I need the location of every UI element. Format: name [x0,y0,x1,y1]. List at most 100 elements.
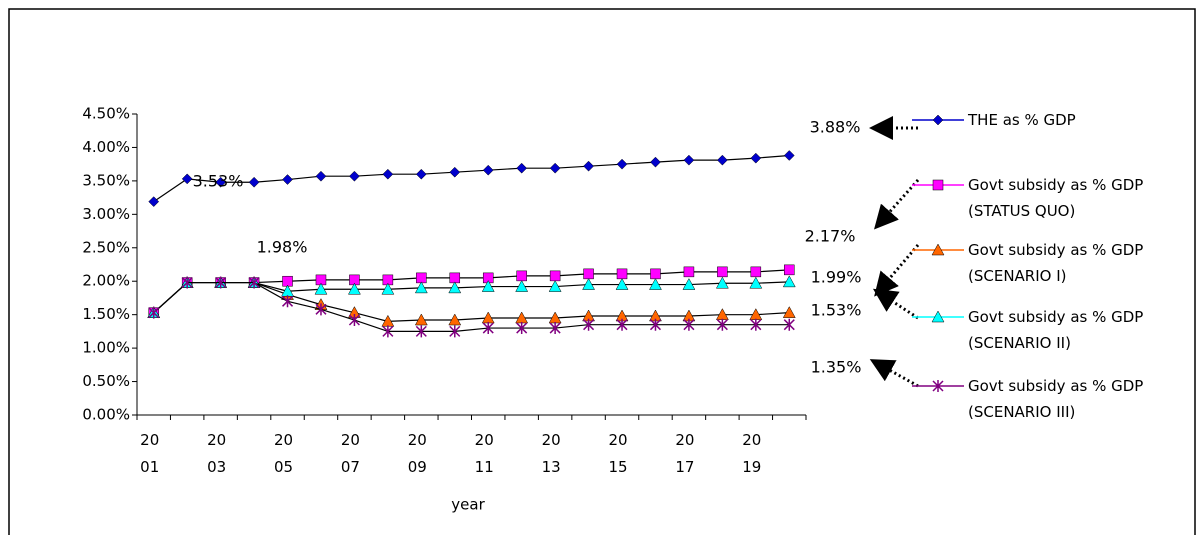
marker [683,154,695,166]
marker [281,295,294,308]
x-tick-label: 20 11 [475,431,494,476]
marker [615,278,629,290]
x-tick-label-line: 01 [140,458,159,476]
annotation: 1.35% [811,358,862,377]
legend-marker [932,380,944,392]
marker [414,313,428,326]
series-line [153,154,790,203]
marker [449,166,461,178]
marker [783,150,795,161]
x-tick-label-line: 20 [408,431,427,449]
marker [583,318,595,331]
y-tick-label: 3.00% [82,205,130,223]
x-tick-label-line: 20 [608,431,627,449]
marker [449,272,461,284]
x-tick-label: 20 17 [675,431,694,476]
arrows [869,116,920,388]
marker [717,154,728,166]
y-tick-label: 1.50% [82,305,130,323]
marker [750,152,762,164]
x-tick-label: 20 09 [408,431,427,476]
marker [415,168,427,180]
x-tick-label-line: 17 [675,458,694,476]
marker [548,280,562,292]
marker [248,276,260,289]
y-tick-label: 4.50% [82,105,130,123]
x-tick-label-line: 13 [542,458,561,476]
marker [650,156,661,168]
annotation: 3.53% [193,172,244,191]
frame [8,8,1196,535]
marker [181,173,193,185]
marker [582,278,595,290]
x-tick-label: 20 03 [207,431,226,476]
marker [282,174,293,185]
marker [248,176,260,188]
annotation: 1.53% [811,301,862,320]
marker [616,158,628,170]
x-tick-label-line: 07 [341,458,360,476]
x-tick-label-line: 20 [274,431,293,449]
marker [784,264,795,276]
annotation: 1.98% [257,238,308,257]
marker [215,176,226,188]
marker [516,162,528,174]
marker [549,162,561,174]
y-tick-label: 1.00% [82,339,130,357]
marker [215,276,227,289]
marker [148,306,160,319]
marker [282,275,293,287]
annotation: 3.88% [810,118,861,137]
marker [315,170,327,182]
marker [782,275,796,288]
legend-label: Govt subsidy as % GDP (SCENARIO III) [968,377,1144,421]
x-tick-label-line: 09 [408,458,427,476]
x-tick-label-line: 20 [542,431,561,449]
y-tick-label: 4.00% [82,138,130,156]
marker [181,276,193,289]
marker [549,270,561,282]
marker [416,272,427,284]
marker [782,306,796,318]
x-tick-label: 20 01 [140,431,159,476]
x-tick-label-line: 20 [742,431,761,449]
marker [683,266,695,278]
marker [583,160,594,172]
marker [516,322,528,335]
marker [682,278,696,290]
y-tick-label: 3.50% [82,171,130,189]
series-line [153,281,790,332]
x-tick-label-line: 20 [475,431,494,449]
series-line [153,281,790,314]
marker [750,318,762,331]
y-tick-label: 0.00% [82,406,130,424]
marker [549,322,561,335]
marker [783,318,795,331]
x-tick-label-line: 11 [475,458,494,476]
x-tick-label: 20 13 [542,431,561,476]
marker [750,266,762,278]
marker [381,282,395,295]
marker [616,268,628,280]
y-tick-label: 2.00% [82,272,130,290]
marker [717,266,728,278]
legend-marker [932,179,944,191]
x-tick-label-line: 05 [274,458,293,476]
annotation: 2.17% [805,227,856,246]
annotation: 1.99% [811,268,862,287]
x-tick-label-line: 03 [207,458,226,476]
marker [481,280,495,292]
marker [583,268,594,280]
marker [349,170,360,182]
marker [348,314,360,327]
marker [516,270,527,282]
marker [650,268,661,280]
marker [649,278,662,290]
legend-label: Govt subsidy as % GDP (SCENARIO I) [968,241,1144,285]
marker [448,313,462,326]
x-tick-label-line: 20 [140,431,159,449]
x-tick-label: 20 15 [608,431,627,476]
legend-marker [931,310,945,323]
